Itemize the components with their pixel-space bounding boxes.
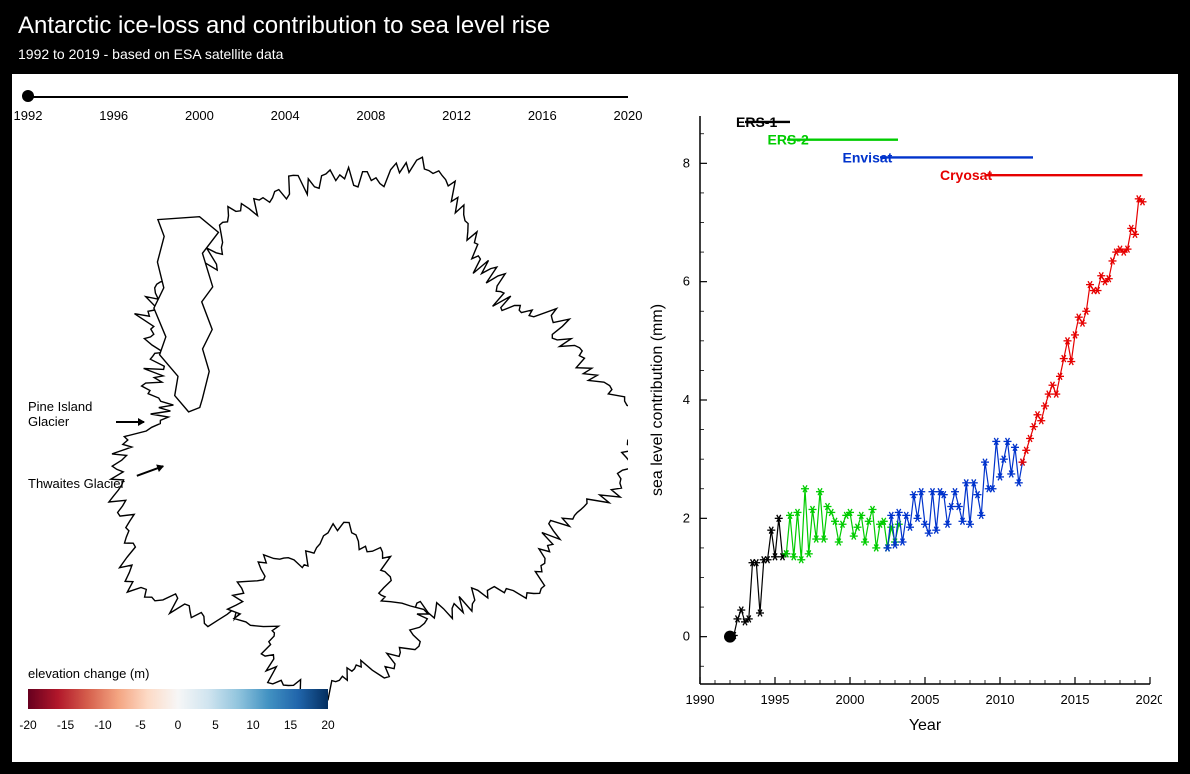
y-tick-label: 8 <box>683 155 690 170</box>
timeline-tick-label: 1996 <box>99 108 128 123</box>
y-tick-label: 0 <box>683 629 690 644</box>
timeline-tick-label: 2004 <box>271 108 300 123</box>
x-tick-label: 1990 <box>686 692 715 707</box>
satellite-label-cryosat: Cryosat <box>940 167 992 183</box>
data-marker <box>1026 435 1034 442</box>
colorbar-tick-label: -5 <box>135 718 146 732</box>
data-marker <box>1034 411 1042 418</box>
colorbar-title: elevation change (m) <box>28 666 338 681</box>
colorbar-tick-label: 15 <box>284 718 297 732</box>
colorbar-tick-label: 0 <box>175 718 182 732</box>
colorbar-ticks: -20-15-10-505101520 <box>28 718 328 738</box>
colorbar-tick-label: 10 <box>246 718 259 732</box>
timeline-track <box>28 96 628 98</box>
label-thwaites-glacier: Thwaites Glacier <box>28 476 125 491</box>
satellite-label-envisat: Envisat <box>843 149 893 165</box>
timeline: 19921996200020042008201220162020 <box>28 90 628 130</box>
data-marker <box>854 524 862 531</box>
x-tick-label: 2015 <box>1061 692 1090 707</box>
x-tick-label: 2000 <box>836 692 865 707</box>
colorbar-tick-label: 20 <box>321 718 334 732</box>
timeline-tick-label: 2000 <box>185 108 214 123</box>
data-marker <box>737 607 745 614</box>
satellite-label-ers-1: ERS-1 <box>736 114 777 130</box>
colorbar-tick-label: 5 <box>212 718 219 732</box>
data-marker <box>1045 391 1053 398</box>
label-pine-island-glacier: Pine IslandGlacier <box>28 399 92 429</box>
page-subtitle: 1992 to 2019 - based on ESA satellite da… <box>18 46 1172 62</box>
satellite-label-ers-2: ERS-2 <box>768 132 809 148</box>
arrow-pine-island <box>116 421 144 423</box>
page-title: Antarctic ice-loss and contribution to s… <box>18 12 1172 40</box>
glacier-label-text: Pine IslandGlacier <box>28 399 92 429</box>
content-panel: 19921996200020042008201220162020 Pine Is… <box>12 74 1178 762</box>
timeline-marker-dot <box>22 90 34 102</box>
colorbar-tick-label: -20 <box>19 718 36 732</box>
sea-level-chart: 1990 1995 2000 2005 2010 2015 2020 0 2 4 6 8 Year sea… <box>642 104 1162 744</box>
colorbar-tick-label: -15 <box>57 718 74 732</box>
x-axis-label: Year <box>909 717 942 734</box>
start-dot <box>724 631 736 643</box>
data-marker <box>1022 447 1030 454</box>
x-tick-label: 1995 <box>761 692 790 707</box>
timeline-tick-label: 2016 <box>528 108 557 123</box>
antarctica-outline <box>28 144 628 704</box>
timeline-tick-label: 2008 <box>356 108 385 123</box>
x-tick-label: 2020 <box>1136 692 1162 707</box>
colorbar-panel: elevation change (m) -20-15-10-505101520 <box>28 666 338 746</box>
timeline-tick-label: 1992 <box>14 108 43 123</box>
header: Antarctic ice-loss and contribution to s… <box>18 0 1172 70</box>
map-panel: Pine IslandGlacier Thwaites Glacier <box>28 144 628 704</box>
data-marker <box>1030 423 1038 430</box>
timeline-tick-label: 2020 <box>614 108 643 123</box>
y-tick-label: 4 <box>683 392 690 407</box>
x-tick-label: 2010 <box>986 692 1015 707</box>
y-axis-label: sea level contribution (mm) <box>649 304 666 496</box>
y-tick-label: 6 <box>683 274 690 289</box>
glacier-label-text: Thwaites Glacier <box>28 476 125 491</box>
colorbar-tick-label: -10 <box>94 718 111 732</box>
timeline-tick-label: 2012 <box>442 108 471 123</box>
data-marker <box>1049 382 1057 389</box>
data-marker <box>1037 417 1045 424</box>
x-tick-label: 2005 <box>911 692 940 707</box>
data-marker <box>827 509 835 516</box>
data-marker <box>1079 320 1087 327</box>
frame: Antarctic ice-loss and contribution to s… <box>0 0 1190 774</box>
chart-panel: 1990 1995 2000 2005 2010 2015 2020 0 2 4 6 8 Year sea… <box>642 104 1162 744</box>
y-tick-label: 2 <box>683 510 690 525</box>
colorbar-gradient <box>28 689 328 709</box>
